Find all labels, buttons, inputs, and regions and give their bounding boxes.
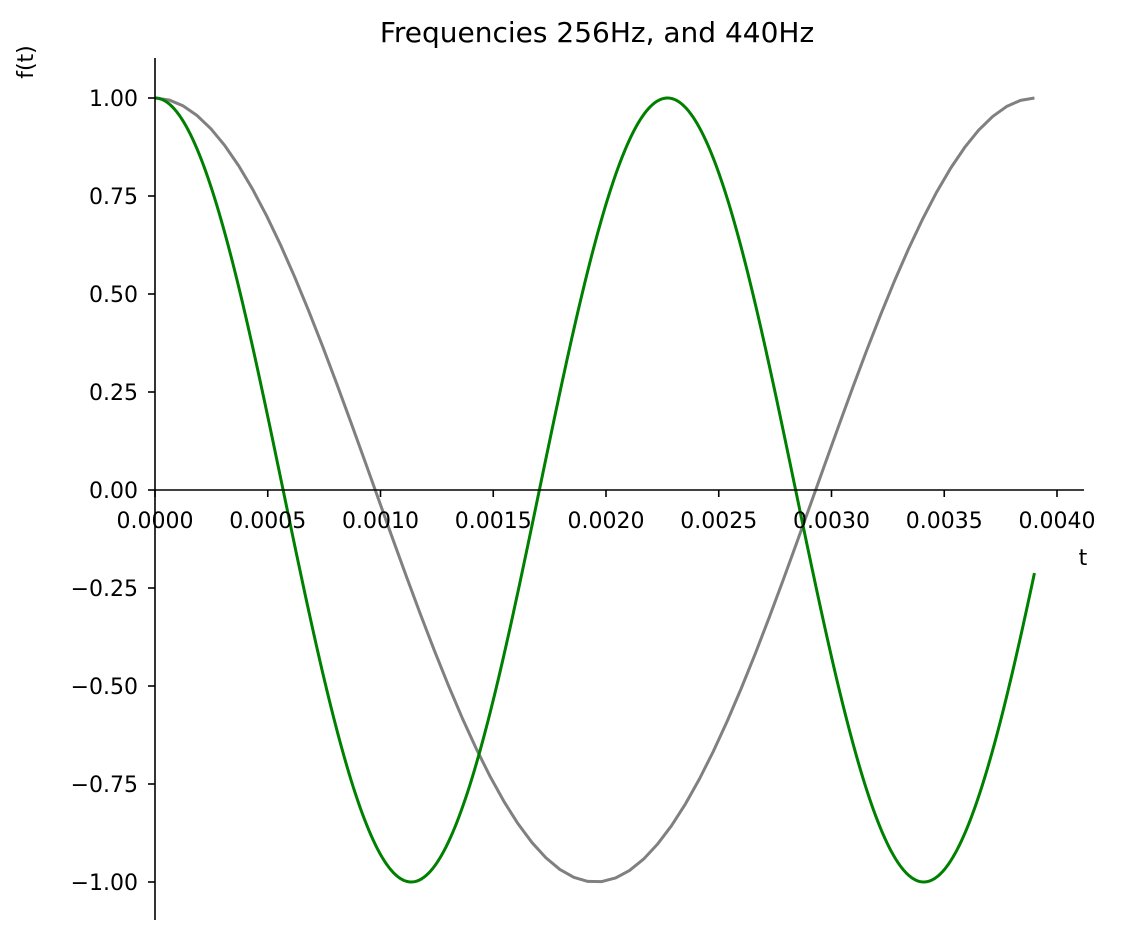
chart-title: Frequencies 256Hz, and 440Hz — [380, 16, 814, 49]
series-line-440hz — [154, 96, 1036, 884]
x-tick-label: 0.0035 — [906, 509, 983, 534]
y-tick-label: −0.25 — [71, 577, 138, 602]
y-tick-label: −0.75 — [71, 773, 138, 798]
x-tick-label: 0.0000 — [117, 509, 194, 534]
x-tick-label: 0.0005 — [229, 509, 306, 534]
y-axis-title: f(t) — [14, 45, 39, 79]
x-tick-label: 0.0030 — [793, 509, 870, 534]
y-tick-label: 0.50 — [89, 283, 138, 308]
y-tick-label: −1.00 — [71, 871, 138, 896]
y-tick-label: 0.25 — [89, 381, 138, 406]
series-line-256hz — [154, 96, 1035, 884]
x-tick-label: 0.0025 — [680, 509, 757, 534]
x-axis-title: t — [1079, 546, 1088, 571]
axes-layer — [154, 58, 1084, 920]
y-ticks: 1.00 0.75 0.50 0.25 0.00 −0.25 −0.50 −0.75 −1.00 — [71, 87, 155, 896]
y-tick-label: 0.00 — [89, 479, 138, 504]
x-tick-label: 0.0010 — [342, 509, 419, 534]
y-tick-label: 1.00 — [89, 87, 138, 112]
x-ticks: 0.0000 0.0005 0.0010 0.0015 0.0020 0.0025 0.00… — [117, 490, 1096, 534]
x-tick-label: 0.0040 — [1019, 509, 1096, 534]
x-tick-label: 0.0015 — [455, 509, 532, 534]
y-tick-label: 0.75 — [89, 185, 138, 210]
y-tick-label: −0.50 — [71, 675, 138, 700]
x-tick-label: 0.0020 — [568, 509, 645, 534]
series-layer — [154, 96, 1036, 884]
